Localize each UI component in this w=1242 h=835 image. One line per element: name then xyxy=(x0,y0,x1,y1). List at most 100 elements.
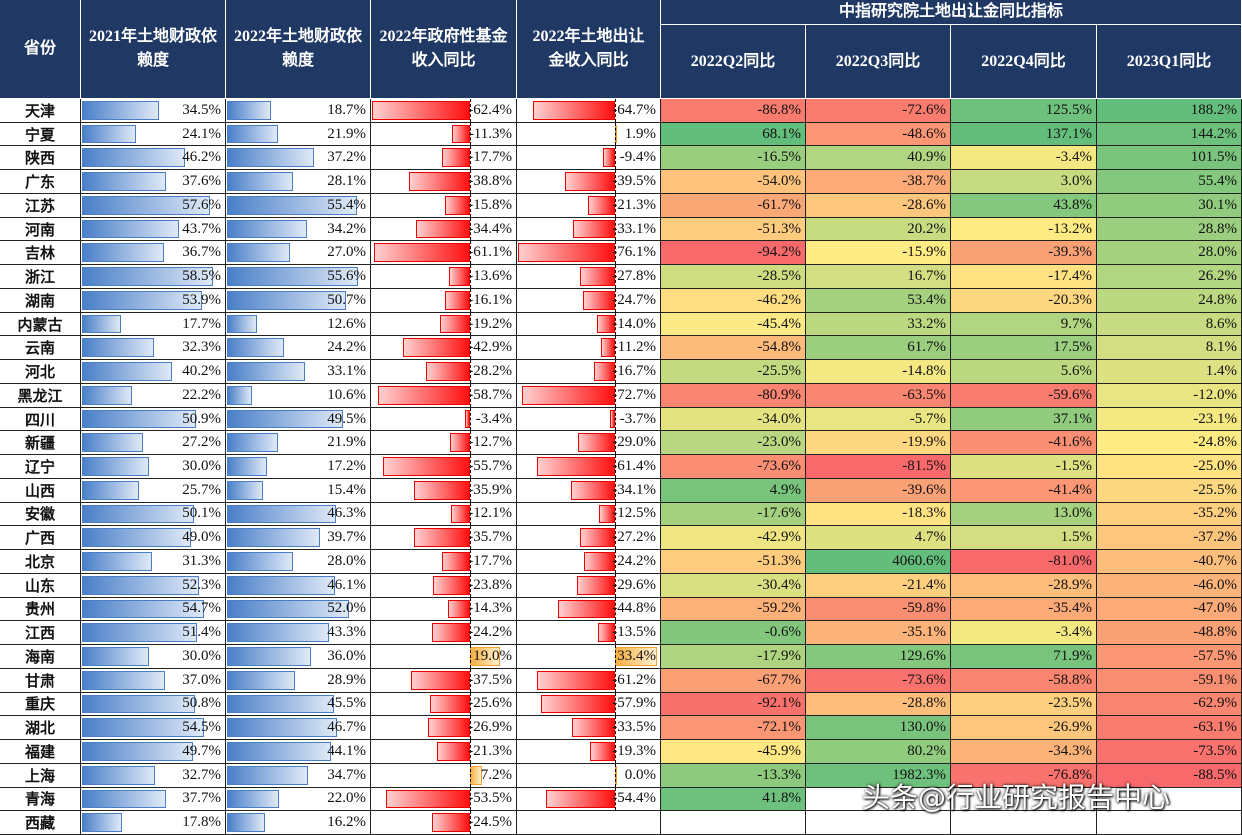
cell-value: -47.0% xyxy=(1193,600,1237,617)
heat-fill xyxy=(661,763,805,787)
data-bar xyxy=(82,457,149,476)
cell-value: 125.5% xyxy=(1045,101,1092,118)
cell-value: -62.9% xyxy=(1193,695,1237,712)
column-header: 2022年土地出让金收入同比 xyxy=(517,0,661,99)
cell-value: 55.6% xyxy=(327,268,366,285)
cell-value: 53.9% xyxy=(182,291,221,308)
cell-value: 130.0% xyxy=(899,719,946,736)
cell-value: -63.1% xyxy=(1193,719,1237,736)
cell-value: -12.7% xyxy=(468,434,512,451)
cell-value: 43.7% xyxy=(182,220,221,237)
cell-value: -35.7% xyxy=(468,529,512,546)
zero-axis xyxy=(470,787,472,811)
table-cell: 1982.3% xyxy=(806,763,951,788)
cell-value: 22.0% xyxy=(327,790,366,807)
cell-value: -11.3% xyxy=(468,125,512,142)
table-cell: -27.8% xyxy=(517,265,661,289)
table-cell: -94.2% xyxy=(661,241,806,266)
table-cell: 45.5% xyxy=(226,692,371,717)
cell-value: 24.1% xyxy=(182,125,221,142)
table-cell: -16.5% xyxy=(661,146,806,171)
data-bar xyxy=(82,694,196,714)
data-bar xyxy=(425,362,471,381)
table-cell: 49.7% xyxy=(81,740,226,764)
data-bar xyxy=(227,552,293,571)
table-cell: 125.5% xyxy=(951,99,1097,123)
cell-value: -25.6% xyxy=(468,695,512,712)
heat-fill xyxy=(661,716,805,740)
heat-fill xyxy=(951,716,1096,740)
province-name: 北京 xyxy=(24,554,55,571)
heat-fill xyxy=(1097,621,1241,645)
data-bar xyxy=(442,552,471,571)
zero-axis xyxy=(470,407,472,431)
heat-fill xyxy=(661,787,805,811)
cell-value: -24.7% xyxy=(612,291,656,308)
table-cell: 13.0% xyxy=(951,502,1097,527)
cell-value: -29.6% xyxy=(612,576,656,593)
cell-value: -37.2% xyxy=(1193,529,1237,546)
zero-axis xyxy=(470,122,472,146)
table-cell: -12.7% xyxy=(371,431,517,456)
zero-axis xyxy=(470,336,472,360)
cell-value: -12.1% xyxy=(468,505,512,522)
data-bar xyxy=(450,433,471,453)
heat-fill xyxy=(951,265,1096,288)
table-cell: 130.0% xyxy=(806,716,951,741)
data-bar xyxy=(227,504,336,524)
table-cell: -55.7% xyxy=(371,455,517,479)
zero-axis xyxy=(470,692,472,716)
zero-axis xyxy=(614,502,616,526)
table-cell: -39.6% xyxy=(806,478,951,503)
zero-axis xyxy=(614,763,616,787)
cell-value: -9.4% xyxy=(619,149,656,166)
table-cell: 46.3% xyxy=(226,502,371,527)
table-cell: -48.6% xyxy=(806,122,951,147)
table-cell: -29.6% xyxy=(517,573,661,598)
table-cell: -53.5% xyxy=(371,787,517,812)
cell-value: 1.4% xyxy=(1205,363,1237,380)
heat-fill xyxy=(951,170,1096,193)
cell-value: -54.8% xyxy=(757,339,801,356)
cell-value: -30.4% xyxy=(757,576,801,593)
table-cell: 5.6% xyxy=(951,360,1097,384)
heat-fill xyxy=(806,645,950,668)
cell-value: 34.2% xyxy=(327,220,366,237)
table-cell: -42.9% xyxy=(661,526,806,551)
data-bar xyxy=(452,124,471,144)
heat-fill xyxy=(951,360,1096,383)
cell-value: 36.0% xyxy=(327,647,366,664)
table-cell: -28.9% xyxy=(951,573,1097,598)
cell-value: -15.8% xyxy=(468,196,512,213)
table-cell: 9.7% xyxy=(951,312,1097,337)
data-bar xyxy=(82,362,172,381)
data-bar xyxy=(416,219,471,239)
heat-fill xyxy=(661,692,805,716)
cell-value: 51.4% xyxy=(182,624,221,641)
cell-value: -86.8% xyxy=(757,101,801,118)
cell-value: 33.1% xyxy=(327,363,366,380)
heat-fill xyxy=(951,573,1096,597)
table-cell: -23.0% xyxy=(661,431,806,456)
table-cell: 28.1% xyxy=(226,170,371,194)
cell-value: 28.1% xyxy=(327,173,366,190)
table-cell: 四川 xyxy=(0,407,81,432)
table-cell: 31.3% xyxy=(81,550,226,574)
table-cell: 江西 xyxy=(0,621,81,646)
zero-axis xyxy=(470,288,472,312)
table-cell: -17.7% xyxy=(371,146,517,171)
data-bar xyxy=(227,480,264,500)
zero-axis xyxy=(614,170,616,193)
cell-value: -12.5% xyxy=(612,505,656,522)
table-cell: -16.1% xyxy=(371,288,517,313)
heat-fill xyxy=(806,99,950,122)
heat-fill xyxy=(806,312,950,336)
table-cell: -24.2% xyxy=(371,621,517,646)
cell-value: 4.9% xyxy=(769,481,801,498)
zero-axis xyxy=(614,692,616,716)
cell-value: -26.9% xyxy=(468,719,512,736)
data-bar xyxy=(451,504,471,524)
data-bar xyxy=(82,742,193,761)
cell-value: -18.3% xyxy=(902,505,946,522)
cell-value: -3.7% xyxy=(619,410,656,427)
